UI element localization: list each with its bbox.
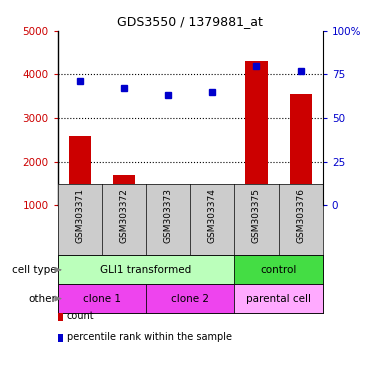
Title: GDS3550 / 1379881_at: GDS3550 / 1379881_at	[117, 15, 263, 28]
Bar	[234, 284, 323, 313]
Text: clone 1: clone 1	[83, 293, 121, 304]
Text: GSM303374: GSM303374	[208, 188, 217, 243]
Text: count: count	[67, 311, 95, 321]
Text: parental cell: parental cell	[246, 293, 311, 304]
Text: GLI1 transformed: GLI1 transformed	[100, 265, 191, 275]
Bar	[234, 255, 323, 284]
Text: cell type: cell type	[12, 265, 57, 275]
Bar	[245, 61, 267, 205]
Bar	[290, 94, 312, 205]
Text: clone 2: clone 2	[171, 293, 209, 304]
Bar	[157, 192, 179, 205]
Text: GSM303375: GSM303375	[252, 188, 261, 243]
Bar	[58, 284, 146, 313]
Text: GSM303376: GSM303376	[296, 188, 305, 243]
Text: other: other	[29, 293, 57, 304]
Bar	[69, 136, 91, 205]
Text: GSM303371: GSM303371	[75, 188, 84, 243]
Text: control: control	[260, 265, 297, 275]
Bar	[201, 187, 223, 205]
Bar	[58, 255, 234, 284]
Text: percentile rank within the sample: percentile rank within the sample	[67, 332, 232, 342]
Bar	[113, 175, 135, 205]
Text: GSM303373: GSM303373	[164, 188, 173, 243]
Bar	[146, 284, 234, 313]
Text: GSM303372: GSM303372	[119, 188, 128, 243]
